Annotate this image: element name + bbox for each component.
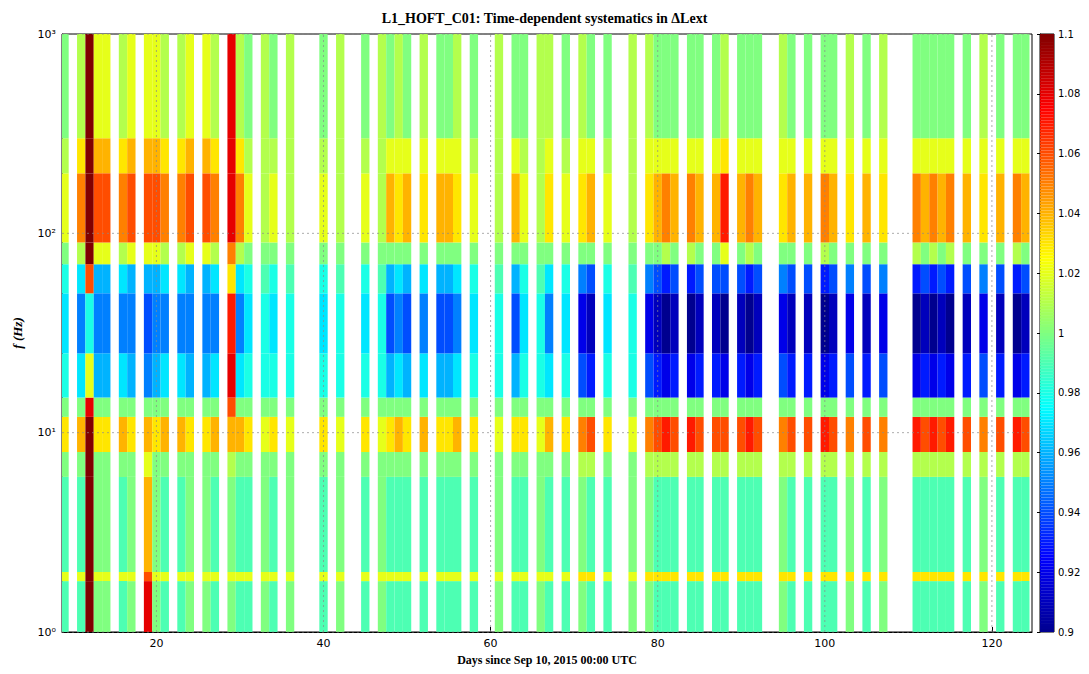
svg-text:1.06: 1.06: [1058, 148, 1080, 159]
svg-text:1: 1: [1058, 328, 1064, 339]
svg-text:1.04: 1.04: [1058, 208, 1080, 219]
svg-text:0.98: 0.98: [1058, 387, 1080, 398]
svg-text:80: 80: [651, 637, 665, 650]
svg-text:0.9: 0.9: [1058, 627, 1074, 638]
svg-text:L1_HOFT_C01: Time-dependent sy: L1_HOFT_C01: Time-dependent systematics …: [382, 11, 708, 26]
svg-text:120: 120: [981, 637, 1002, 650]
svg-text:10⁰: 10⁰: [38, 626, 57, 639]
svg-text:100: 100: [814, 637, 835, 650]
svg-text:1.08: 1.08: [1058, 88, 1080, 99]
svg-text:Days since Sep 10, 2015 00:00: Days since Sep 10, 2015 00:00 UTC: [457, 653, 637, 667]
svg-text:0.94: 0.94: [1058, 507, 1080, 518]
svg-text:40: 40: [317, 637, 331, 650]
svg-text:1.1: 1.1: [1058, 29, 1074, 40]
svg-text:f (Hz): f (Hz): [10, 317, 25, 348]
svg-text:20: 20: [149, 637, 163, 650]
svg-text:0.96: 0.96: [1058, 447, 1080, 458]
svg-text:1.02: 1.02: [1058, 268, 1080, 279]
svg-text:0.92: 0.92: [1058, 567, 1080, 578]
svg-text:10²: 10²: [38, 227, 56, 240]
svg-text:10¹: 10¹: [38, 426, 56, 439]
svg-text:10³: 10³: [38, 28, 56, 41]
svg-text:60: 60: [484, 637, 498, 650]
